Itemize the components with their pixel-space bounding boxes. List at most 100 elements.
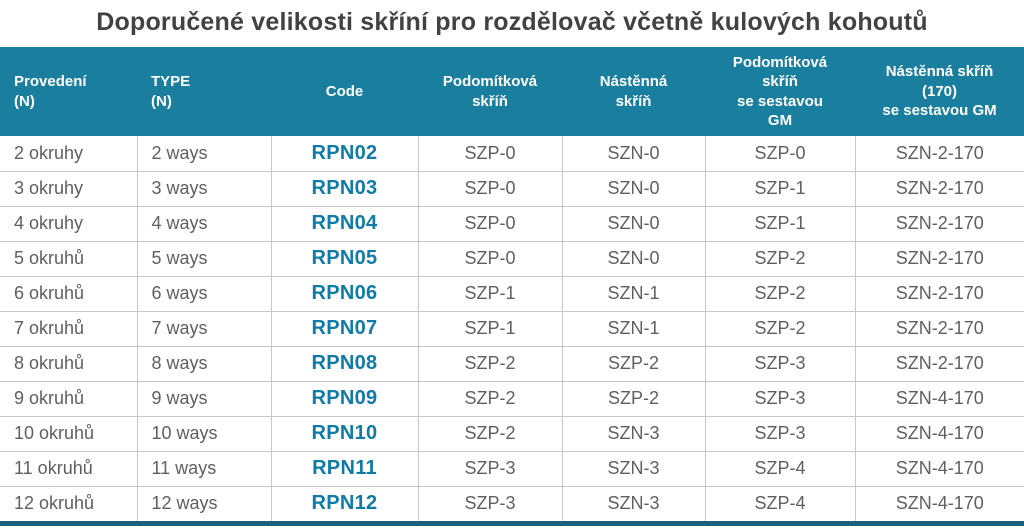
table-cell: SZN-2-170 [855, 241, 1024, 277]
table-row: 6 okruhů 6 ways RPN06 SZP-1 SZN-1 SZP-2 SZN-2-… [0, 276, 1024, 312]
table-row: 4 okruhy 4 ways RPN04 SZP-0 SZN-0 SZP-1 SZN-2-… [0, 206, 1024, 242]
table-cell: 4 okruhy [0, 206, 138, 242]
table-cell: 2 ways [137, 136, 272, 172]
code-cell: RPN09 [271, 381, 419, 417]
table-cell: 2 okruhy [0, 136, 138, 172]
table-cell: 11 ways [137, 451, 272, 487]
table-cell: SZP-2 [705, 276, 856, 312]
table-cell: SZP-4 [705, 451, 856, 487]
table-cell: SZP-4 [705, 486, 856, 521]
table-cell: SZP-2 [705, 311, 856, 347]
table-cell: SZP-0 [418, 241, 563, 277]
table-row: 3 okruhy 3 ways RPN03 SZP-0 SZN-0 SZP-1 SZN-2-… [0, 171, 1024, 207]
table-cell: SZP-0 [418, 136, 563, 172]
cabinet-size-table: Provedení (N) TYPE (N) Code Podomítková skř… [0, 47, 1024, 521]
table-cell: SZP-2 [705, 241, 856, 277]
table-row: 12 okruhů 12 ways RPN12 SZP-3 SZN-3 SZP-4 SZN-… [0, 486, 1024, 521]
page-title: Doporučené velikosti skříní pro rozdělov… [96, 8, 928, 36]
code-cell: RPN03 [271, 171, 419, 207]
table-cell: SZN-4-170 [855, 416, 1024, 452]
table-cell: 10 ways [137, 416, 272, 452]
table-cell: 5 ways [137, 241, 272, 277]
table-cell: SZN-0 [562, 136, 706, 172]
column-header-4: Nástěnná skříň [562, 47, 705, 136]
table-cell: 7 ways [137, 311, 272, 347]
table-cell: SZP-3 [418, 486, 563, 521]
code-cell: RPN05 [271, 241, 419, 277]
table-cell: SZP-1 [705, 206, 856, 242]
table-cell: SZP-0 [418, 171, 563, 207]
table-bottom-border [0, 521, 1024, 526]
table-cell: SZN-2-170 [855, 276, 1024, 312]
table-cell: SZN-2-170 [855, 311, 1024, 347]
column-header-6: Nástěnná skříň (170) se sestavou GM [855, 47, 1024, 136]
table-cell: 12 ways [137, 486, 272, 521]
table-cell: SZP-1 [418, 311, 563, 347]
column-header-3: Podomítková skříň [418, 47, 562, 136]
table-cell: SZP-2 [562, 381, 706, 417]
table-cell: 8 okruhů [0, 346, 138, 382]
code-cell: RPN06 [271, 276, 419, 312]
column-header-0: Provedení (N) [0, 47, 137, 136]
table-cell: SZN-3 [562, 451, 706, 487]
table-cell: SZN-3 [562, 486, 706, 521]
table-cell: 6 ways [137, 276, 272, 312]
table-cell: SZN-0 [562, 171, 706, 207]
table-cell: 9 ways [137, 381, 272, 417]
code-cell: RPN11 [271, 451, 419, 487]
column-header-5: Podomítková skříň se sestavou GM [705, 47, 855, 136]
table-cell: SZP-3 [705, 346, 856, 382]
table-cell: SZN-0 [562, 241, 706, 277]
table-cell: 12 okruhů [0, 486, 138, 521]
table-cell: SZP-2 [562, 346, 706, 382]
table-cell: SZP-0 [705, 136, 856, 172]
table-cell: 5 okruhů [0, 241, 138, 277]
table-cell: 11 okruhů [0, 451, 138, 487]
code-cell: RPN12 [271, 486, 419, 521]
table-row: 2 okruhy 2 ways RPN02 SZP-0 SZN-0 SZP-0 SZN-2-… [0, 136, 1024, 172]
table-cell: SZN-4-170 [855, 381, 1024, 417]
table-row: 8 okruhů 8 ways RPN08 SZP-2 SZP-2 SZP-3 SZN-2-… [0, 346, 1024, 382]
table-cell: SZP-2 [418, 381, 563, 417]
table-cell: SZN-4-170 [855, 451, 1024, 487]
table-body: 2 okruhy 2 ways RPN02 SZP-0 SZN-0 SZP-0 SZN-2-… [0, 136, 1024, 521]
table-cell: SZN-1 [562, 311, 706, 347]
table-cell: SZP-3 [418, 451, 563, 487]
table-cell: SZP-3 [705, 416, 856, 452]
table-cell: 9 okruhů [0, 381, 138, 417]
code-cell: RPN07 [271, 311, 419, 347]
table-cell: 7 okruhů [0, 311, 138, 347]
table-row: 7 okruhů 7 ways RPN07 SZP-1 SZN-1 SZP-2 SZN-2-… [0, 311, 1024, 347]
table-cell: SZN-1 [562, 276, 706, 312]
column-header-2: Code [271, 47, 418, 136]
table-cell: SZN-2-170 [855, 171, 1024, 207]
table-cell: 4 ways [137, 206, 272, 242]
table-row: 10 okruhů 10 ways RPN10 SZP-2 SZN-3 SZP-3 SZN-… [0, 416, 1024, 452]
table-row: 11 okruhů 11 ways RPN11 SZP-3 SZN-3 SZP-4 SZN-… [0, 451, 1024, 487]
column-header-1: TYPE (N) [137, 47, 271, 136]
table-cell: SZN-3 [562, 416, 706, 452]
table-cell: SZN-2-170 [855, 206, 1024, 242]
code-cell: RPN08 [271, 346, 419, 382]
table-cell: SZN-2-170 [855, 136, 1024, 172]
code-cell: RPN10 [271, 416, 419, 452]
table-cell: SZN-2-170 [855, 346, 1024, 382]
table-row: 9 okruhů 9 ways RPN09 SZP-2 SZP-2 SZP-3 SZN-4-… [0, 381, 1024, 417]
table-cell: 3 okruhy [0, 171, 138, 207]
table-cell: 3 ways [137, 171, 272, 207]
table-cell: SZP-3 [705, 381, 856, 417]
table-cell: SZP-1 [705, 171, 856, 207]
table-cell: SZP-2 [418, 416, 563, 452]
table-cell: SZP-0 [418, 206, 563, 242]
table-cell: 8 ways [137, 346, 272, 382]
table-cell: 10 okruhů [0, 416, 138, 452]
table-header-row: Provedení (N) TYPE (N) Code Podomítková skř… [0, 47, 1024, 136]
table-header: Provedení (N) TYPE (N) Code Podomítková skř… [0, 47, 1024, 136]
code-cell: RPN04 [271, 206, 419, 242]
table-cell: SZN-4-170 [855, 486, 1024, 521]
table-cell: 6 okruhů [0, 276, 138, 312]
table-cell: SZN-0 [562, 206, 706, 242]
table-row: 5 okruhů 5 ways RPN05 SZP-0 SZN-0 SZP-2 SZN-2-… [0, 241, 1024, 277]
code-cell: RPN02 [271, 136, 419, 172]
